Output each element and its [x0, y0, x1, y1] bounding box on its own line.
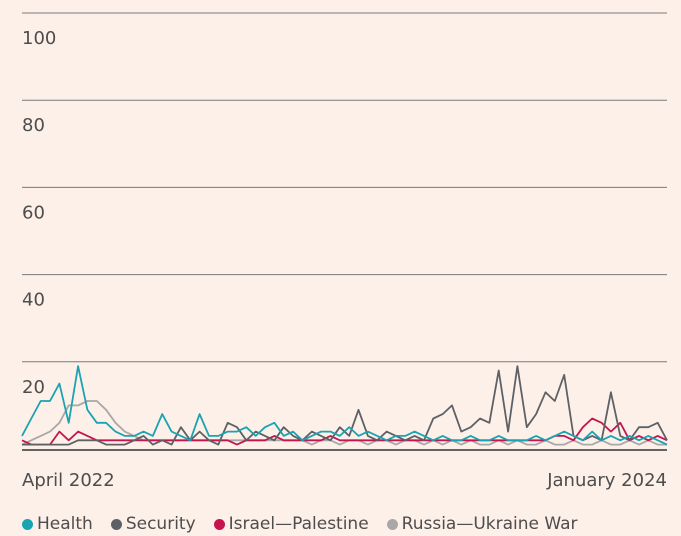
legend-item: Security [110, 514, 196, 534]
legend-label: Israel—Palestine [228, 514, 369, 534]
x-label-start: April 2022 [22, 470, 115, 491]
legend-label: Health [37, 514, 93, 534]
legend-item: Health [22, 514, 93, 534]
y-tick-label: 20 [22, 377, 45, 398]
legend-dot [213, 518, 225, 530]
chart: 20 40 60 80 100 April 2022 January 2024 [21, 12, 668, 491]
series-line [21, 365, 668, 446]
x-label-end: January 2024 [546, 470, 667, 491]
y-tick-label: 80 [22, 115, 45, 136]
legend-item: Russia—Ukraine War [386, 514, 578, 534]
series-line [21, 417, 668, 446]
y-tick-label: 40 [22, 290, 45, 311]
legend-item: Israel—Palestine [213, 514, 369, 534]
y-tick-label: 60 [22, 202, 45, 223]
legend: Health Security Israel—Palestine Russia—Ukr… [22, 514, 578, 534]
legend-label: Security [125, 514, 196, 534]
y-tick-label: 100 [22, 28, 56, 49]
series-line [21, 400, 667, 446]
legend-dot [110, 518, 122, 530]
legend-dot [386, 518, 398, 530]
legend-label: Russia—Ukraine War [401, 514, 578, 534]
legend-dot [22, 518, 33, 530]
